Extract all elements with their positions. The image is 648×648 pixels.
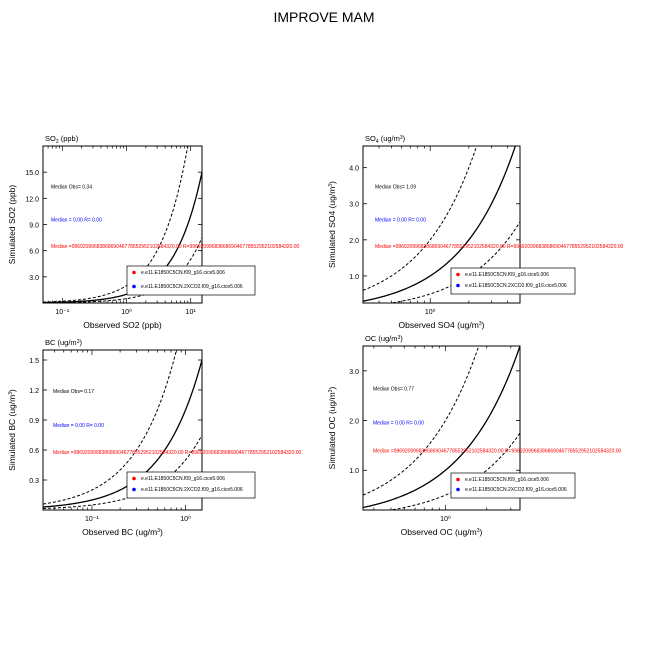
x-tick-label: 10⁻¹ bbox=[55, 309, 69, 316]
one-to-two-line bbox=[388, 221, 520, 303]
legend-label: e.e11.E1850C5CN.f09_g16.cice5.006 bbox=[141, 270, 225, 276]
panel-title: SO2 (ppb) bbox=[45, 134, 79, 145]
y-tick-label: 4.0 bbox=[349, 166, 359, 173]
legend-label: e.e11.E1850C5CN.f09_g16.cice5.006 bbox=[465, 272, 549, 278]
y-tick-label: 0.6 bbox=[29, 448, 39, 455]
panel-oc: 1.0 2.0 3.0 10⁰ OC (ug/m3) Observed OC (ug/m3… bbox=[327, 334, 622, 537]
panel-so4: 1.0 2.0 3.0 4.0 10⁰ SO4 (ug/m3) Observed SO4 (… bbox=[327, 134, 624, 330]
x-axis-label: Observed SO4 (ug/m3) bbox=[399, 320, 485, 330]
one-to-two-line bbox=[387, 432, 520, 510]
panel-so2: 3.0 6.0 9.0 12.0 15.0 10⁻¹ 10⁰ 10¹ SO2 (ppb) Obse… bbox=[7, 134, 300, 330]
legend-marker bbox=[132, 284, 136, 289]
panel-title: OC (ug/m3) bbox=[365, 334, 403, 343]
two-to-one-line bbox=[43, 146, 189, 303]
y-tick-label: 15.0 bbox=[25, 170, 39, 177]
y-tick-label: 12.0 bbox=[25, 196, 39, 203]
y-axis-label: Simulated BC (ug/m3) bbox=[7, 389, 17, 471]
median-obs-label: Median Obs= 0.34 bbox=[51, 184, 92, 190]
median-blue-label: Median = 0.00 R= 0.00 bbox=[375, 217, 426, 223]
y-axis-label: Simulated SO2 (ppb) bbox=[7, 185, 17, 265]
x-axis-label: Observed SO2 (ppb) bbox=[83, 320, 162, 330]
legend-label: e.e11.E1850C5CN.f09_g16.cice5.006 bbox=[141, 476, 225, 482]
x-tick-label: 10⁰ bbox=[425, 308, 436, 316]
reference-lines bbox=[43, 350, 202, 509]
x-axis-label: Observed OC (ug/m3) bbox=[401, 527, 483, 537]
y-tick-label: 3.0 bbox=[349, 202, 359, 209]
one-to-one-line bbox=[43, 359, 202, 508]
legend-label: e.e11.E1850C5CN.2XCO2.f09_g16.cice5.006 bbox=[465, 487, 567, 493]
median-red-label: Median =99692099683868690467785529521025… bbox=[53, 450, 302, 456]
one-to-one-line bbox=[363, 146, 517, 302]
legend-box bbox=[450, 472, 576, 499]
y-axis-label: Simulated OC (ug/m3) bbox=[327, 387, 337, 470]
y-tick-label: 9.0 bbox=[29, 223, 39, 230]
panel-title: BC (ug/m3) bbox=[45, 338, 82, 347]
y-axis-label: Simulated SO4 (ug/m3) bbox=[327, 181, 337, 268]
two-to-one-line bbox=[363, 346, 480, 496]
median-obs-label: Median Obs= 0.17 bbox=[53, 389, 94, 395]
panel-title: SO4 (ug/m3) bbox=[365, 134, 406, 145]
median-blue-label: Median = 0.00 R= 0.00 bbox=[51, 217, 102, 223]
reference-lines bbox=[363, 146, 520, 303]
x-tick-label: 10⁰ bbox=[121, 308, 132, 316]
y-tick-label: 6.0 bbox=[29, 249, 39, 256]
x-tick-label: 10¹ bbox=[186, 309, 197, 316]
legend-box bbox=[126, 265, 256, 296]
median-red-label: Median =99692099683868690467785529521025… bbox=[375, 244, 624, 250]
legend-marker bbox=[456, 477, 460, 482]
legend-marker bbox=[456, 272, 460, 277]
median-red-label: Median =99692099683868690467785529521025… bbox=[373, 449, 622, 455]
median-blue-label: Median = 0.00 R= 0.00 bbox=[53, 423, 104, 429]
y-tick-label: 3.0 bbox=[349, 369, 359, 376]
x-tick-label: 10⁻¹ bbox=[85, 516, 99, 523]
median-red-label: Median =99692099683868690467785529521025… bbox=[51, 244, 300, 250]
legend-marker bbox=[456, 487, 460, 492]
y-tick-label: 0.9 bbox=[29, 418, 39, 425]
y-tick-label: 3.0 bbox=[29, 275, 39, 282]
one-to-one-line bbox=[43, 172, 202, 303]
one-to-two-line bbox=[43, 434, 202, 509]
legend-marker bbox=[456, 283, 460, 288]
reference-lines bbox=[363, 346, 520, 510]
one-to-one-line bbox=[363, 346, 520, 509]
y-tick-label: 1.5 bbox=[29, 358, 39, 365]
legend-label: e.e11.E1850C5CN.2XCO2.f09_g16.cice5.006 bbox=[141, 284, 243, 290]
reference-lines bbox=[43, 146, 202, 303]
figure-title: IMPROVE MAM bbox=[273, 9, 375, 25]
plot-frame bbox=[42, 349, 203, 511]
plot-frame bbox=[362, 345, 521, 511]
legend-marker bbox=[132, 487, 136, 492]
median-blue-label: Median = 0.00 R= 0.00 bbox=[373, 421, 424, 427]
x-axis-label: Observed BC (ug/m3) bbox=[82, 527, 163, 537]
y-tick-label: 2.0 bbox=[349, 238, 359, 245]
two-to-one-line bbox=[43, 350, 177, 505]
legend-marker bbox=[132, 270, 136, 275]
median-obs-label: Median Obs= 1.09 bbox=[375, 184, 416, 190]
y-tick-label: 1.0 bbox=[349, 274, 359, 281]
y-tick-label: 1.2 bbox=[29, 388, 39, 395]
y-tick-label: 1.0 bbox=[349, 468, 359, 475]
x-tick-label: 10⁰ bbox=[180, 515, 191, 523]
legend-box bbox=[450, 267, 576, 295]
y-tick-label: 2.0 bbox=[349, 419, 359, 426]
legend-marker bbox=[132, 476, 136, 481]
legend-label: e.e11.E1850C5CN.2XCO2.f09_g16.cice5.006 bbox=[141, 487, 243, 493]
legend-label: e.e11.E1850C5CN.2XCO2.f09_g16.cice5.006 bbox=[465, 283, 567, 289]
x-tick-label: 10⁰ bbox=[440, 515, 451, 523]
median-obs-label: Median Obs= 0.77 bbox=[373, 386, 414, 392]
legend-label: e.e11.E1850C5CN.f09_g16.cice5.006 bbox=[465, 477, 549, 483]
legend-box bbox=[126, 471, 256, 499]
panel-bc: 0.3 0.6 0.9 1.2 1.5 10⁻¹ 10⁰ BC (ug/m3) Observed… bbox=[7, 338, 302, 537]
plot-frame bbox=[362, 145, 521, 304]
y-tick-label: 0.3 bbox=[29, 478, 39, 485]
